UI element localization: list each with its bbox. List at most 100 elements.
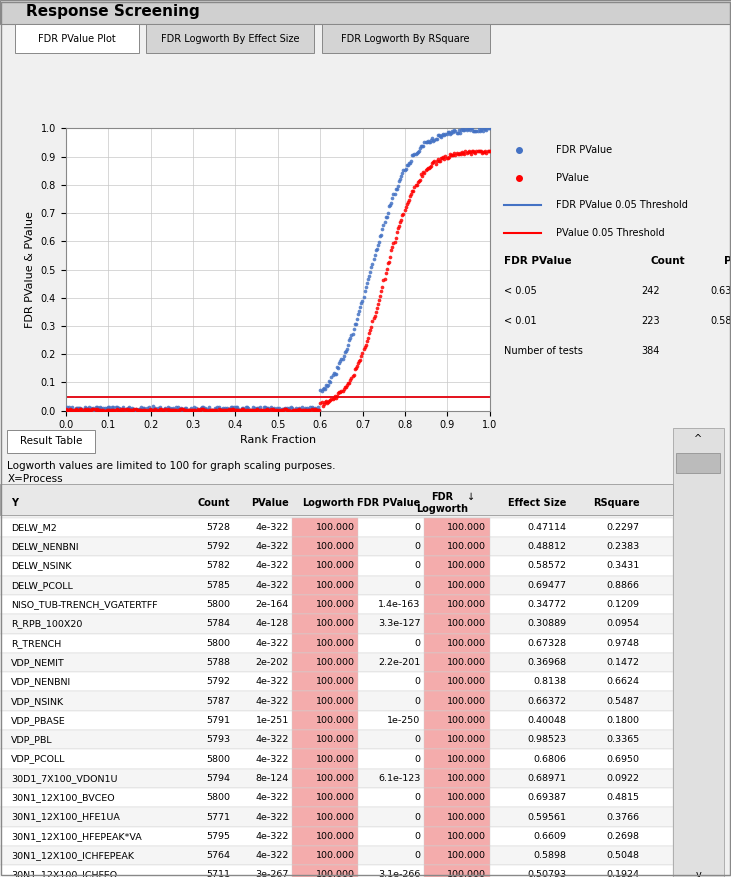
Point: [270, 403, 282, 417]
Point: [67, 403, 78, 417]
Point: [247, 403, 259, 417]
Text: 100.000: 100.000: [316, 735, 355, 745]
Point: [339, 380, 351, 394]
Point: [307, 401, 319, 415]
Text: 0.68971: 0.68971: [528, 774, 567, 783]
Point: [289, 403, 300, 417]
Point: [105, 403, 117, 417]
Text: 100.000: 100.000: [447, 600, 486, 609]
Point: [308, 403, 319, 417]
Point: [452, 147, 463, 161]
Point: [152, 403, 164, 417]
FancyBboxPatch shape: [424, 556, 490, 575]
Point: [205, 403, 216, 417]
Point: [61, 400, 73, 414]
Point: [161, 403, 173, 417]
Point: [144, 403, 156, 417]
Point: [370, 243, 382, 257]
Point: [330, 391, 342, 405]
Point: [428, 133, 439, 147]
Point: [61, 403, 73, 417]
Point: [183, 403, 194, 417]
Point: [189, 403, 200, 417]
FancyBboxPatch shape: [292, 750, 358, 769]
Text: X=Process: X=Process: [7, 474, 63, 484]
FancyBboxPatch shape: [292, 556, 358, 575]
Point: [443, 150, 455, 164]
Point: [279, 401, 291, 415]
Point: [380, 266, 392, 280]
Text: PValue: PValue: [251, 498, 289, 509]
Point: [221, 403, 232, 417]
Text: VDP_PBASE: VDP_PBASE: [11, 716, 66, 725]
Point: [403, 156, 414, 170]
Point: [183, 403, 194, 417]
Point: [471, 144, 483, 158]
Point: [279, 403, 291, 417]
Point: [135, 403, 147, 417]
Point: [161, 403, 173, 417]
Point: [419, 166, 431, 180]
Point: [101, 401, 113, 415]
Point: [420, 135, 431, 149]
Point: [396, 208, 408, 222]
Point: [114, 402, 126, 416]
Point: [474, 124, 485, 138]
Point: [219, 403, 230, 417]
Point: [478, 146, 490, 160]
Text: Result Table: Result Table: [20, 436, 83, 446]
Point: [211, 400, 223, 414]
Text: 0.630: 0.630: [710, 286, 731, 296]
Point: [166, 403, 178, 417]
Point: [352, 307, 364, 321]
Point: [248, 403, 260, 417]
Text: 100.000: 100.000: [447, 523, 486, 531]
Point: [126, 401, 138, 415]
Point: [292, 402, 304, 416]
Point: [159, 403, 170, 417]
Point: [122, 403, 134, 417]
Point: [342, 338, 354, 352]
Point: [72, 403, 84, 417]
Point: [267, 402, 279, 416]
Point: [82, 402, 94, 416]
Point: [349, 317, 360, 331]
Text: NISO_TUB-TRENCH_VGATERTFF: NISO_TUB-TRENCH_VGATERTFF: [11, 600, 158, 609]
Text: 4e-322: 4e-322: [255, 852, 289, 860]
Point: [187, 403, 199, 417]
Point: [327, 367, 338, 381]
Point: [99, 403, 110, 417]
Text: Logworth values are limited to 100 for graph scaling purposes.: Logworth values are limited to 100 for g…: [7, 461, 336, 471]
Point: [107, 403, 119, 417]
Point: [288, 403, 300, 417]
FancyBboxPatch shape: [292, 652, 358, 672]
Point: [195, 403, 207, 417]
Text: 0.47114: 0.47114: [528, 523, 567, 531]
Text: VDP_NENBNI: VDP_NENBNI: [11, 677, 71, 687]
Point: [363, 326, 375, 340]
Point: [355, 300, 366, 314]
Point: [467, 124, 479, 138]
Text: 30N1_12X100_HFE1UA: 30N1_12X100_HFE1UA: [11, 812, 120, 822]
Point: [262, 401, 273, 415]
Point: [361, 334, 373, 348]
FancyBboxPatch shape: [424, 808, 490, 827]
Point: [271, 403, 283, 417]
Point: [232, 403, 244, 417]
Point: [120, 403, 132, 417]
Point: [458, 123, 469, 137]
Point: [321, 396, 333, 410]
Point: [329, 367, 341, 381]
Point: [455, 123, 467, 137]
Point: [101, 403, 113, 417]
Point: [143, 400, 155, 414]
Point: [368, 253, 379, 267]
Point: [80, 401, 91, 415]
Point: [370, 305, 382, 319]
Point: [355, 296, 367, 310]
Point: [102, 403, 114, 417]
Point: [303, 402, 314, 416]
Point: [378, 273, 390, 287]
FancyBboxPatch shape: [292, 769, 358, 788]
Point: [105, 403, 116, 417]
